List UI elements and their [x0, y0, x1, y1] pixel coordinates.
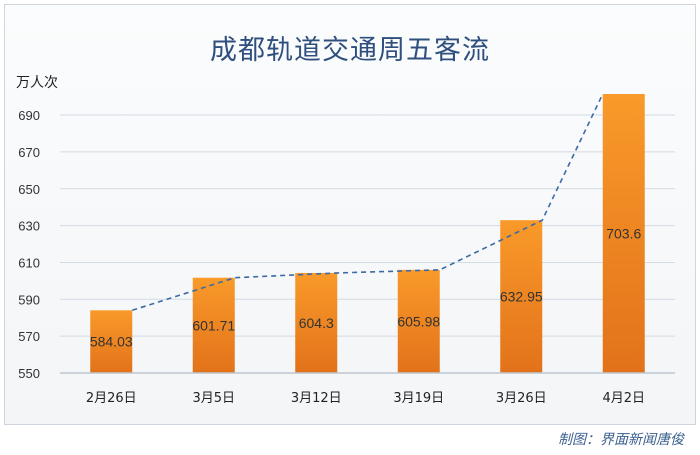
x-category-label: 3月12日 — [291, 391, 342, 406]
data-label: 703.6 — [606, 226, 641, 242]
trend-line — [132, 93, 604, 312]
y-axis-ticks: 550 570 590 610 630 650 670 690 — [18, 108, 40, 381]
y-tick-label: 630 — [18, 219, 40, 234]
bar — [90, 310, 133, 373]
data-label: 605.98 — [397, 313, 440, 329]
trend-line-path — [132, 93, 604, 312]
bar — [500, 220, 543, 373]
chart-title: 成都轨道交通周五客流 — [210, 35, 490, 66]
data-label: 601.71 — [192, 317, 235, 333]
x-category-label: 3月26日 — [496, 391, 547, 406]
bar — [602, 94, 645, 373]
y-tick-label: 670 — [18, 145, 40, 160]
y-tick-label: 550 — [18, 366, 40, 381]
bar — [192, 277, 235, 373]
y-axis-unit-label: 万人次 — [16, 75, 58, 91]
bars — [90, 94, 645, 373]
y-tick-label: 650 — [18, 182, 40, 197]
data-label: 604.3 — [299, 315, 334, 331]
x-category-label: 3月5日 — [192, 391, 235, 406]
bar — [295, 272, 338, 373]
bar — [397, 269, 440, 373]
y-tick-label: 590 — [18, 292, 40, 307]
y-tick-label: 610 — [18, 255, 40, 270]
grid-lines — [60, 114, 675, 337]
y-tick-label: 690 — [18, 108, 40, 123]
data-label: 632.95 — [500, 289, 543, 305]
credit-text: 制图：界面新闻唐俊 — [558, 432, 684, 448]
data-label: 584.03 — [90, 334, 133, 350]
x-category-label: 2月26日 — [86, 391, 137, 406]
x-category-label: 3月19日 — [393, 391, 444, 406]
data-labels: 584.03 601.71 604.3 605.98 632.95 703.6 — [90, 226, 642, 350]
x-axis-categories: 2月26日 3月5日 3月12日 3月19日 3月26日 4月2日 — [86, 391, 645, 406]
x-category-label: 4月2日 — [602, 391, 645, 406]
y-tick-label: 570 — [18, 329, 40, 344]
